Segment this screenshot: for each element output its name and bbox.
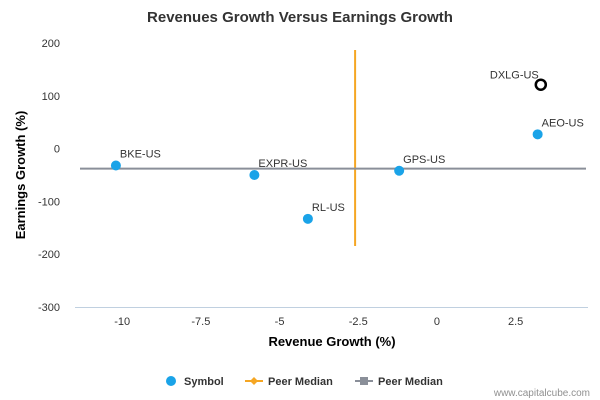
x-tick-label: -5 — [275, 316, 285, 328]
y-axis-title: Earnings Growth (%) — [13, 111, 28, 240]
y-axis-ticks: 200 100 0 -100 -200 -300 — [38, 38, 60, 314]
legend-item-peer-median-x[interactable]: Peer Median — [245, 376, 333, 388]
point-label-dxlg-us: DXLG-US — [490, 70, 539, 82]
x-axis-title: Revenue Growth (%) — [268, 334, 395, 349]
median-lines — [80, 50, 586, 246]
y-tick-label: -200 — [38, 249, 60, 261]
y-tick-label: -300 — [38, 302, 60, 314]
legend-peer-median-square-icon — [360, 377, 368, 385]
point-label-gps-us: GPS-US — [403, 154, 445, 166]
x-tick-label: -7.5 — [191, 316, 210, 328]
x-tick-label: 0 — [434, 316, 440, 328]
y-tick-label: 200 — [42, 38, 60, 50]
y-tick-label: -100 — [38, 196, 60, 208]
data-point-bke-us[interactable] — [110, 160, 121, 171]
point-label-bke-us: BKE-US — [120, 148, 161, 160]
legend-item-peer-median-y[interactable]: Peer Median — [355, 376, 443, 388]
chart-title: Revenues Growth Versus Earnings Growth — [147, 9, 453, 26]
point-label-rl-us: RL-US — [312, 202, 345, 214]
point-label-expr-us: EXPR-US — [258, 158, 307, 170]
x-tick-label: -2.5 — [349, 316, 368, 328]
legend-peer-median-x-label: Peer Median — [268, 376, 333, 388]
plot-area: -10 -7.5 -5 -2.5 0 2.5 200 100 0 -100 -200 -300 BK… — [38, 38, 588, 328]
data-point-dxlg-us[interactable] — [534, 78, 548, 91]
legend-item-symbol[interactable]: Symbol — [166, 376, 224, 388]
data-point-expr-us[interactable] — [249, 170, 260, 180]
x-tick-label: -10 — [114, 316, 130, 328]
legend-peer-median-diamond-icon — [250, 377, 258, 385]
y-tick-label: 100 — [42, 91, 60, 103]
legend-symbol-marker-icon — [166, 376, 176, 386]
data-point-rl-us[interactable] — [302, 213, 313, 224]
x-axis-ticks: -10 -7.5 -5 -2.5 0 2.5 — [114, 316, 523, 328]
data-point-aeo-us[interactable] — [532, 129, 543, 140]
y-tick-label: 0 — [54, 144, 60, 156]
legend[interactable]: Symbol Peer Median Peer Median — [166, 376, 443, 388]
credit-text[interactable]: www.capitalcube.com — [493, 388, 590, 399]
x-tick-label: 2.5 — [508, 316, 523, 328]
data-points: BKE-US EXPR-US RL-US GPS-US AEO-US DXLG-US — [110, 70, 584, 224]
legend-symbol-label: Symbol — [184, 376, 224, 388]
legend-peer-median-y-label: Peer Median — [378, 376, 443, 388]
point-label-aeo-us: AEO-US — [542, 117, 584, 129]
data-point-gps-us[interactable] — [394, 165, 405, 176]
